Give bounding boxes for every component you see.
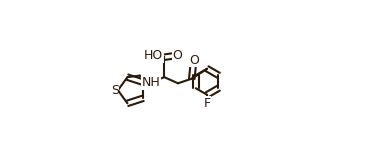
Text: NH: NH <box>142 76 161 89</box>
Text: O: O <box>189 54 199 67</box>
Text: O: O <box>172 49 182 62</box>
Text: F: F <box>203 97 211 110</box>
Text: HO: HO <box>144 49 163 62</box>
Text: S: S <box>111 84 119 97</box>
